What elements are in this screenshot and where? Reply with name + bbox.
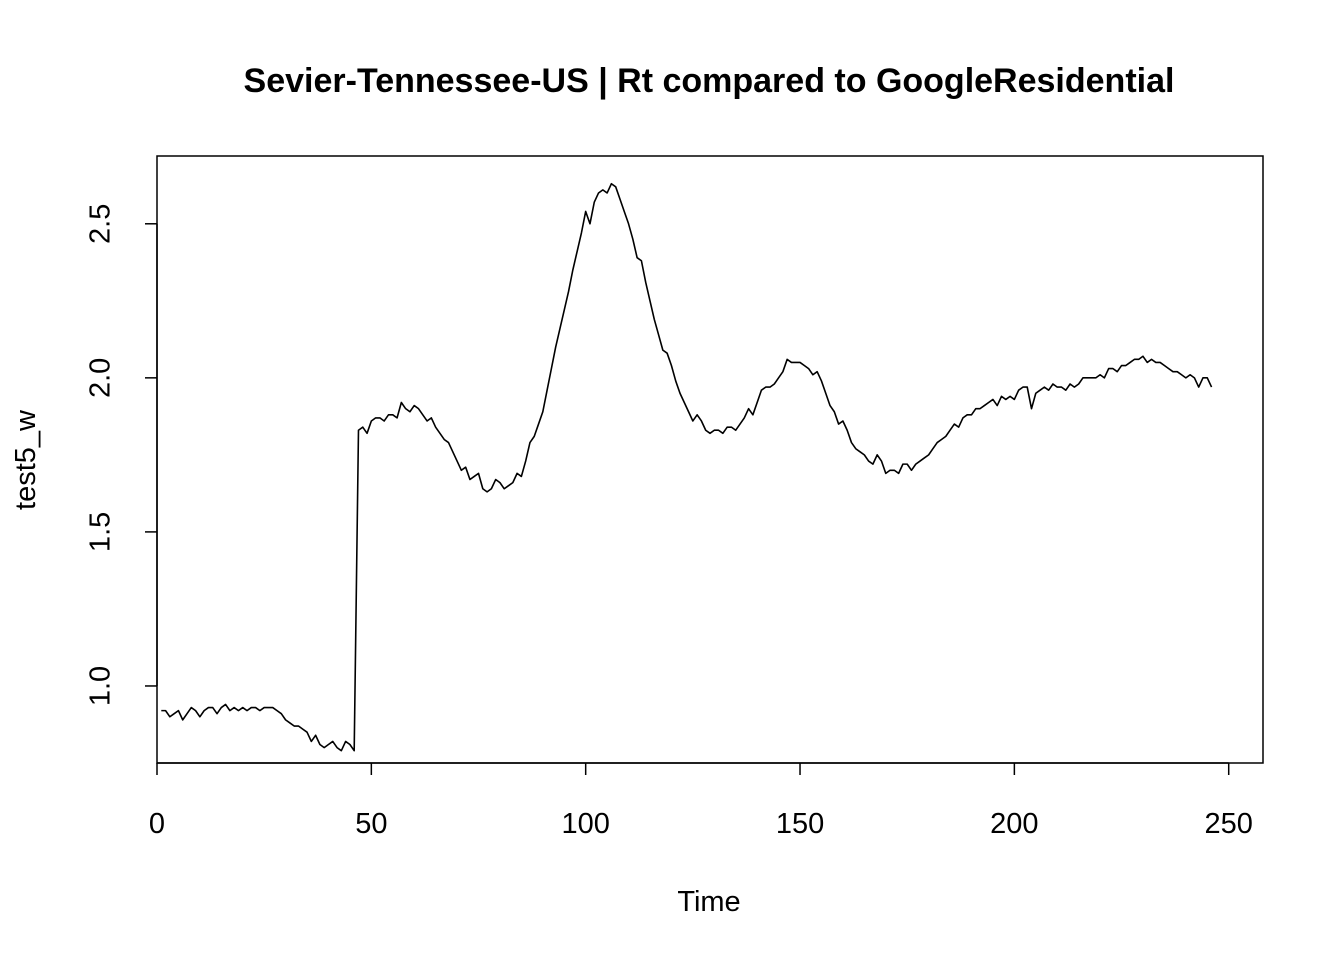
x-tick-label: 150 [776,808,824,840]
y-tick-label: 1.0 [85,666,117,706]
series-layer [161,182,1213,752]
x-tick-label: 200 [990,808,1038,840]
x-axis-title: Time [677,886,740,918]
y-tick-label: 2.5 [85,204,117,244]
x-tick-label: 250 [1205,808,1253,840]
x-axis: 0 50 100 150 200 250 [149,762,1253,840]
y-tick-label: 1.5 [85,512,117,552]
y-tick-label: 2.0 [85,358,117,398]
y-axis-title: test5_w [10,409,42,510]
x-tick-label: 100 [561,808,609,840]
y-axis: 1.0 1.5 2.0 2.5 [85,204,158,706]
chart-title: Sevier-Tennessee-US | Rt compared to Goo… [244,62,1175,100]
x-tick-label: 50 [355,808,387,840]
series-line [161,182,1213,752]
x-tick-label: 0 [149,808,165,840]
